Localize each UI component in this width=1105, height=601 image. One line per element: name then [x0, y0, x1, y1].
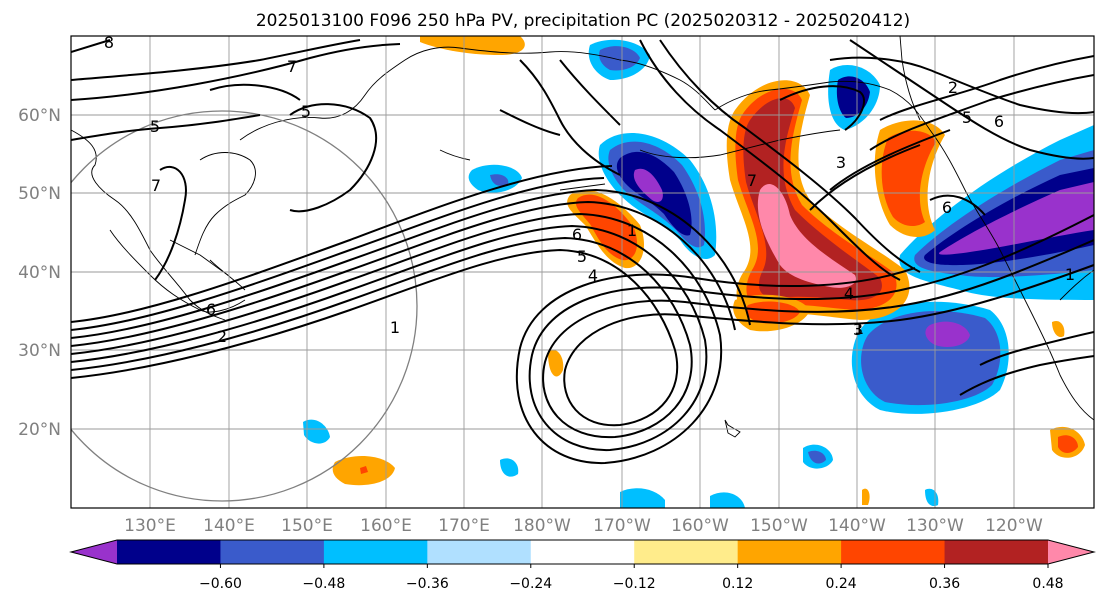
colorbar-segment [634, 540, 739, 564]
gridlines [71, 36, 1094, 508]
contour-label: 7 [287, 57, 297, 76]
colorbar-segment [944, 540, 1049, 564]
colorbar-tick-label: −0.48 [302, 576, 345, 592]
contour-label: 6 [206, 300, 216, 319]
lon-label: 180°W [513, 516, 571, 536]
range-circle [71, 110, 418, 502]
colorbar-tick-label: 0.24 [826, 576, 857, 592]
latitude-labels: 60°N 50°N 40°N 30°N 20°N [18, 106, 61, 440]
map-frame [70, 35, 1095, 509]
contour-label: 5 [150, 117, 160, 136]
colorbar-tick-label: 0.36 [929, 576, 960, 592]
colorbar-tick-label: −0.60 [199, 576, 242, 592]
contour-label: 1 [854, 319, 864, 338]
lon-label: 140°W [828, 516, 886, 536]
contour-label: 5 [962, 108, 972, 127]
lat-label: 30°N [18, 341, 61, 361]
colorbar-extend-min [71, 540, 117, 564]
colorbar-tick-label: −0.36 [406, 576, 449, 592]
lon-label: 170°E [438, 516, 490, 536]
contour-label: 4 [588, 266, 598, 285]
colorbar-outline [69, 539, 1096, 565]
precip-anomaly-fills [303, 36, 1094, 508]
lat-label: 60°N [18, 106, 61, 126]
colorbar-tick-label: −0.24 [509, 576, 552, 592]
contour-label: 1 [390, 318, 400, 337]
colorbar-segment [737, 540, 842, 564]
figure-title: 2025013100 F096 250 hPa PV, precipitatio… [256, 11, 910, 31]
contour-label: 6 [994, 112, 1004, 131]
contour-label: 5 [577, 247, 587, 266]
contour-label: 7 [747, 171, 757, 190]
lat-label: 50°N [18, 184, 61, 204]
colorbar: −0.60 −0.48 −0.36 −0.24 −0.12 0.12 0.24 0.36 0.4… [69, 539, 1096, 592]
contour-label: 2 [948, 78, 958, 97]
lon-label: 150°E [281, 516, 333, 536]
contour-label: 5 [301, 102, 311, 121]
lat-label: 20°N [18, 420, 61, 440]
colorbar-segment [841, 540, 946, 564]
contour-label: 6 [572, 225, 582, 244]
colorbar-segment [427, 540, 532, 564]
contour-label: 4 [844, 284, 854, 303]
contour-label: 1 [627, 221, 637, 240]
lat-label: 40°N [18, 263, 61, 283]
contour-label: 2 [217, 327, 227, 346]
colorbar-tick-label: 0.48 [1032, 576, 1063, 592]
lon-label: 130°E [124, 516, 176, 536]
contour-label: 1 [1065, 265, 1075, 284]
contour-labels: 8 7 5 5 7 1 2 6 6 5 4 1 7 1 3 2 5 6 6 4 [104, 33, 1075, 346]
colorbar-segment [220, 540, 325, 564]
lon-label: 170°W [593, 516, 651, 536]
lon-label: 130°W [906, 516, 964, 536]
lon-label: 150°W [750, 516, 808, 536]
contour-label: 3 [836, 153, 846, 172]
colorbar-segment [117, 540, 221, 564]
pv-contours [71, 39, 1094, 465]
lon-label: 120°W [985, 516, 1043, 536]
lon-label: 160°W [671, 516, 729, 536]
longitude-labels: 130°E 140°E 150°E 160°E 170°E 180°W 170°… [124, 516, 1043, 536]
lon-label: 160°E [360, 516, 412, 536]
contour-label: 7 [151, 176, 161, 195]
contour-label: 3 [853, 320, 863, 339]
lon-label: 140°E [203, 516, 255, 536]
colorbar-tick-label: 0.12 [722, 576, 753, 592]
map-panel: 8 7 5 5 7 1 2 6 6 5 4 1 7 1 3 2 5 6 6 4 [70, 33, 1095, 509]
colorbar-segment [530, 540, 635, 564]
contour-label: 6 [942, 198, 952, 217]
contour-label: 8 [104, 33, 114, 52]
colorbar-extend-max [1048, 540, 1094, 564]
colorbar-tick-label: −0.12 [613, 576, 656, 592]
colorbar-segment [323, 540, 428, 564]
